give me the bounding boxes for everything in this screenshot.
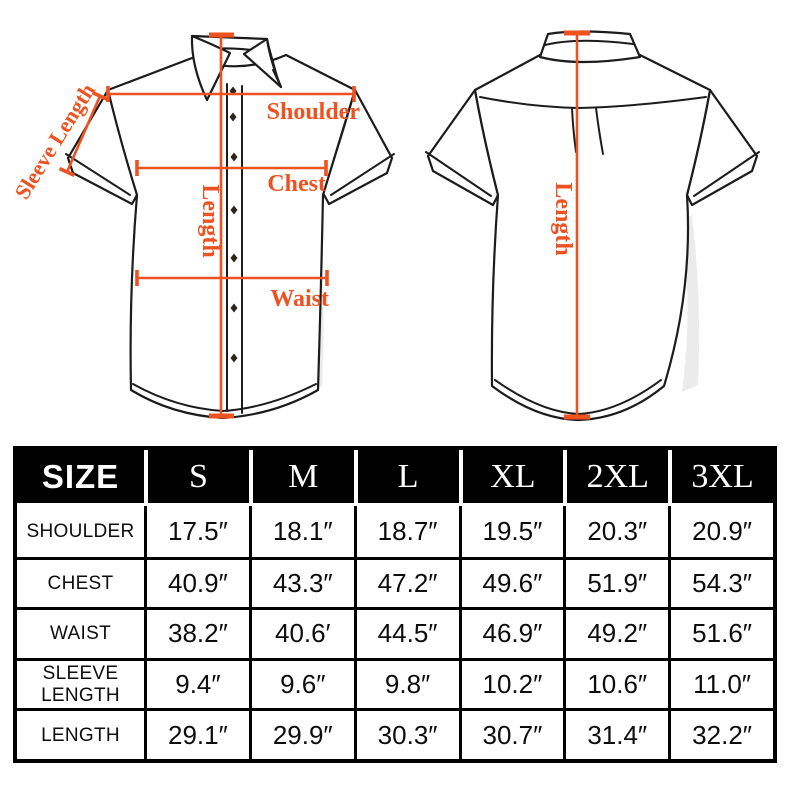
table-cell: 40.9″ [144, 556, 249, 608]
table-cell: 18.7″ [353, 506, 459, 557]
table-cell: 11.0″ [668, 657, 773, 709]
table-cell: 49.2″ [563, 607, 669, 658]
table-cell: 44.5″ [353, 607, 459, 658]
header-3xl: 3XL [668, 450, 773, 506]
table-cell: 20.9″ [668, 506, 773, 557]
table-cell: 54.3″ [668, 556, 773, 608]
table-cell: 32.2″ [668, 708, 773, 759]
table-cell: 38.2″ [144, 607, 249, 658]
table-cell: 18.1″ [248, 506, 354, 557]
front-chest-label: Chest [267, 171, 326, 197]
table-cell: 29.9″ [248, 708, 354, 759]
shirt-front-view: Shoulder Chest Waist Length Sleeve Lengt… [9, 32, 395, 420]
front-sleeve-line [65, 95, 102, 173]
table-cell: 20.3″ [563, 506, 668, 557]
table-cell: 40.6′ [248, 607, 354, 658]
back-annotation-labels: Length [550, 182, 576, 255]
row-label-waist: WAIST [17, 607, 144, 658]
row-label-shoulder: SHOULDER [26, 520, 135, 542]
back-annotation-lines [564, 30, 590, 420]
table-cell: 9.4″ [144, 657, 249, 709]
row-label-sleeve-length: SLEEVE LENGTH [17, 657, 144, 709]
table-cell: 10.2″ [458, 657, 564, 709]
table-cell: 47.2″ [353, 556, 459, 608]
table-cell: 10.6″ [563, 657, 669, 709]
header-size: SIZE [17, 450, 144, 506]
back-collar [538, 30, 642, 64]
table-cell: 30.3″ [353, 708, 459, 759]
row-label-chest: CHEST [17, 556, 144, 608]
table-cell: 49.6″ [458, 556, 564, 608]
measurement-diagram: Shoulder Chest Waist Length Sleeve Lengt… [9, 30, 760, 422]
back-pleat [571, 107, 604, 155]
table-cell: 29.1″ [144, 708, 249, 759]
front-length-label: Length [197, 184, 223, 257]
back-length-label: Length [550, 182, 576, 255]
header-s: S [144, 450, 249, 506]
table-cell: 17.5″ [144, 506, 249, 557]
table-cell: 43.3″ [248, 556, 354, 608]
header-m: M [248, 450, 354, 506]
table-cell: 46.9″ [458, 607, 564, 658]
table-cell: 19.5″ [458, 506, 564, 557]
front-shoulder-label: Shoulder [267, 99, 361, 125]
shirt-back-view: Length [425, 30, 760, 422]
table-cell: 9.6″ [248, 657, 354, 709]
front-annotation-lines [58, 32, 356, 419]
front-hem-stitch [132, 383, 317, 412]
front-buttons [229, 86, 238, 363]
size-table: SIZE S M L XL 2XL 3XL SHOULDER 17.5″ 18.… [13, 446, 777, 763]
front-waist-label: Waist [270, 286, 329, 312]
back-body [473, 53, 712, 422]
back-shirt-outline [425, 30, 760, 422]
table-cell: 9.8″ [353, 657, 459, 709]
front-body [106, 53, 357, 420]
header-l: L [353, 450, 459, 506]
header-xl: XL [458, 450, 564, 506]
front-placket [226, 83, 243, 414]
table-cell: 51.6″ [668, 607, 773, 658]
header-2xl: 2XL [563, 450, 669, 506]
table-cell: 30.7″ [458, 708, 564, 759]
table-cell: 31.4″ [563, 708, 669, 759]
table-cell: 51.9″ [563, 556, 669, 608]
row-label-length: LENGTH [17, 708, 144, 759]
